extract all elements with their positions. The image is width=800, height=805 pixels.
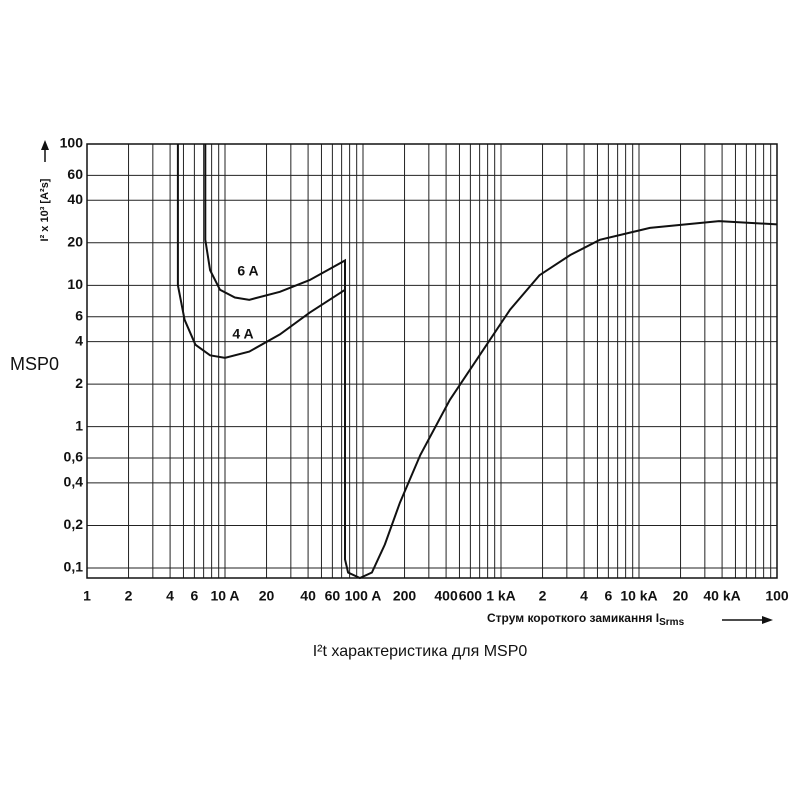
x-tick-label: 40 kA	[703, 588, 740, 604]
series-line	[204, 144, 346, 560]
x-label: Струм короткого замикання ISrms	[487, 611, 685, 627]
y-tick-label: 60	[67, 166, 83, 182]
y-tick-label: 0,2	[64, 516, 84, 532]
x-tick-label: 1 kA	[486, 588, 516, 604]
x-tick-label: 6	[190, 588, 198, 604]
x-label-main: Струм короткого замикання I	[487, 611, 659, 625]
plot-frame	[86, 143, 778, 579]
y-tick-label: 0,6	[64, 449, 84, 465]
x-tick-label: 400	[434, 588, 458, 604]
x-tick-label: 1	[83, 588, 91, 604]
y-tick-label: 0,1	[64, 559, 84, 575]
arrow-head	[41, 140, 49, 150]
x-tick-label: 60	[325, 588, 341, 604]
x-tick-label: 4	[166, 588, 174, 604]
series-label: 6 A	[237, 263, 258, 279]
caption: I²t характеристика для MSP0	[313, 643, 528, 660]
y-tick-label: 20	[67, 233, 83, 249]
x-axis-title: Струм короткого замикання ISrms	[487, 611, 773, 628]
x-label-sub: Srms	[659, 617, 684, 628]
x-tick-label: 4	[580, 588, 588, 604]
y-tick-label: 6	[75, 307, 83, 323]
x-tick-label: 600	[459, 588, 483, 604]
x-tick-label: 6	[604, 588, 612, 604]
arrow-head	[762, 616, 773, 624]
y-tick-label: 10	[67, 276, 83, 292]
y-tick-label: 100	[60, 135, 84, 151]
x-tick-label: 20	[259, 588, 275, 604]
x-tick-label: 100	[765, 588, 789, 604]
series-label: 4 A	[232, 326, 253, 342]
x-tick-label: 40	[300, 588, 316, 604]
series-line	[176, 144, 778, 580]
x-tick-label: 10 kA	[620, 588, 657, 604]
x-tick-label: 10 A	[210, 588, 239, 604]
y-label: I² x 10³ [A²s]	[39, 178, 51, 241]
y-axis-title: I² x 10³ [A²s]	[39, 140, 51, 241]
y-tick-label: 40	[67, 191, 83, 207]
side-label: MSP0	[10, 354, 59, 374]
x-tick-label: 200	[393, 588, 417, 604]
x-tick-label: 2	[125, 588, 133, 604]
x-tick-label: 20	[673, 588, 689, 604]
y-tick-label: 4	[75, 332, 83, 348]
y-tick-label: 2	[75, 375, 83, 391]
x-tick-label: 100 A	[345, 588, 382, 604]
y-tick-label: 0,4	[64, 474, 84, 490]
x-tick-label: 2	[539, 588, 547, 604]
y-tick-label: 1	[75, 417, 83, 433]
